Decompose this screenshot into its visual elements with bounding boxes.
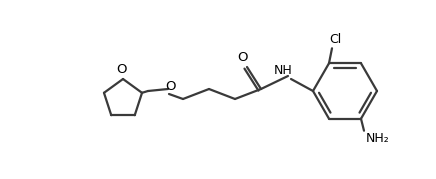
Text: O: O — [165, 79, 175, 93]
Text: Cl: Cl — [329, 33, 341, 46]
Text: NH: NH — [274, 64, 293, 76]
Text: O: O — [237, 50, 247, 64]
Text: O: O — [116, 62, 126, 76]
Text: NH₂: NH₂ — [366, 132, 390, 145]
